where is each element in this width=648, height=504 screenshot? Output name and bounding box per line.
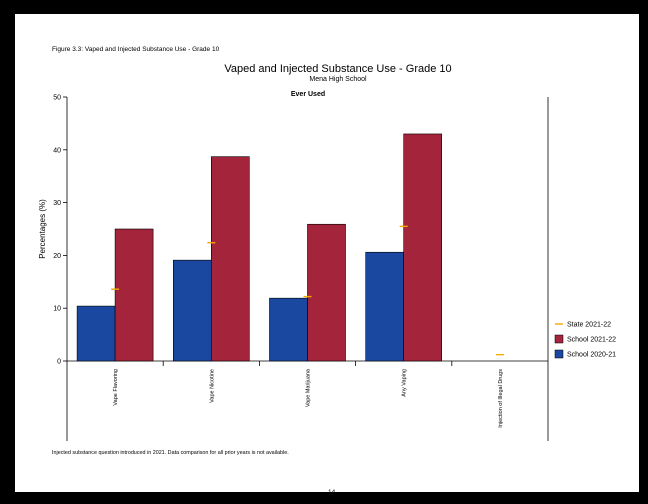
y-axis-label: Percentages (%) (38, 199, 47, 259)
y-tick-label: 40 (53, 147, 61, 154)
figure-caption: Figure 3.3: Vaped and Injected Substance… (52, 46, 220, 53)
legend-swatch (554, 334, 564, 344)
report-page: Figure 3.3: Vaped and Injected Substance… (15, 14, 639, 492)
bar-school-2021-22 (403, 133, 443, 362)
y-tick-label: 50 (53, 95, 61, 102)
bar-school-2020-21 (269, 297, 308, 362)
chart-title: Vaped and Injected Substance Use - Grade… (224, 63, 451, 75)
legend-label: State 2021-22 (567, 322, 611, 329)
x-tick-label: Vape Marijuana (306, 368, 312, 407)
y-tick-label: 20 (53, 253, 61, 260)
legend-label: School 2021-22 (567, 337, 616, 344)
footnote: Injected substance question introduced i… (52, 450, 289, 456)
y-tick-label: 0 (57, 359, 61, 366)
bar-school-2020-21 (76, 305, 116, 362)
legend-label: School 2020-21 (567, 352, 616, 359)
x-tick-label: Vape Nicotine (209, 369, 215, 403)
y-tick-label: 10 (53, 306, 61, 313)
page-number: 14 (328, 489, 335, 492)
chart-subtitle: Mena High School (309, 76, 367, 83)
bar-school-2021-22 (307, 223, 346, 362)
x-tick-label: Injection of Illegal Drugs (498, 369, 504, 428)
bar-school-2020-21 (173, 259, 212, 362)
bar-school-2021-22 (114, 228, 154, 362)
bar-school-2020-21 (365, 251, 405, 362)
x-tick-label: Vape Flavoring (113, 369, 119, 406)
panel-title: Ever Used (291, 91, 325, 98)
y-tick-label: 30 (53, 200, 61, 207)
bar-school-2021-22 (211, 156, 250, 362)
x-tick-label: Any Vaping (402, 369, 408, 397)
bar-chart: Vaped and Injected Substance Use - Grade… (38, 63, 616, 441)
legend-swatch (554, 349, 564, 359)
